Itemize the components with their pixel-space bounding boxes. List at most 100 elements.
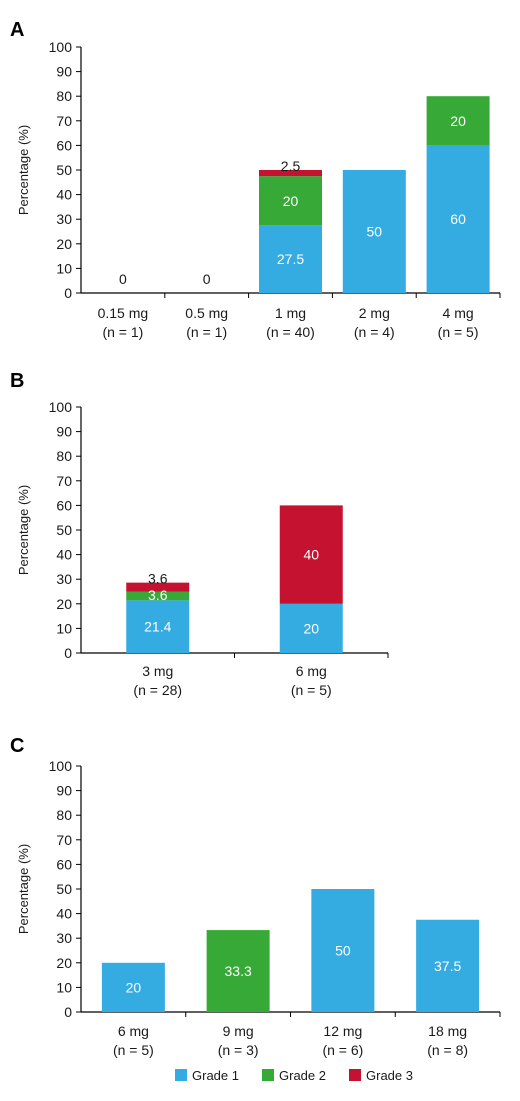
panel-a-category-dose: 4 mg	[443, 305, 474, 321]
panel-b-category-dose: 6 mg	[296, 663, 327, 679]
panel-c-ytick-label: 30	[56, 930, 72, 946]
panel-b-ytick-label: 50	[56, 522, 72, 538]
panel-a-data-label-grade1-4: 60	[450, 211, 466, 227]
panel-c-ytick-label: 100	[49, 758, 73, 774]
panel-c-bar-grade1-0	[101, 962, 165, 1012]
panel-c-letter: C	[10, 735, 24, 757]
panel-c-bar-grade1-2	[311, 889, 375, 1012]
panel-b-data-label-grade3-1: 40	[303, 547, 319, 563]
panel-c-data-label-grade1-2: 50	[335, 943, 351, 959]
panel-c-bar-grade1-3	[416, 919, 480, 1012]
panel-a-data-label-grade2-4: 20	[450, 113, 466, 129]
panel-a-ylabel: Percentage (%)	[16, 125, 31, 215]
panel-a-ytick-label: 70	[56, 113, 72, 129]
panel-c-bar-grade2-1	[206, 930, 270, 1012]
panel-b-ytick-label: 40	[56, 547, 72, 563]
panel-a-category-n: (n = 5)	[438, 324, 479, 340]
panel-b-bar-grade1-0	[126, 600, 190, 653]
panel-c-ytick-label: 70	[56, 832, 72, 848]
panel-c-data-label-grade1-3: 37.5	[434, 958, 461, 974]
panel-c-category-n: (n = 5)	[113, 1042, 154, 1058]
panel-a-category-n: (n = 4)	[354, 324, 395, 340]
panel-a-ytick-label: 30	[56, 211, 72, 227]
panel-b-ytick-label: 70	[56, 473, 72, 489]
panel-c-ytick-label: 20	[56, 955, 72, 971]
panel-a-letter: A	[10, 19, 24, 41]
panel-a-ytick-label: 10	[56, 260, 72, 276]
legend-swatch-3	[349, 1069, 361, 1081]
panel-b-bar-grade1-1	[279, 603, 343, 653]
panel-a-data-label-grade2-2: 20	[283, 193, 299, 209]
panel-c-category-dose: 12 mg	[323, 1023, 362, 1039]
legend-label-1: Grade 1	[192, 1068, 239, 1083]
panel-a-data-label-grade1-2: 27.5	[277, 251, 304, 267]
panel-a-bar-grade3-2	[259, 170, 322, 177]
panel-a-data-label-grade1-1: 0	[203, 271, 211, 287]
panel-b-ytick-label: 0	[64, 645, 72, 661]
panel-a-category-n: (n = 40)	[266, 324, 315, 340]
panel-c-category-n: (n = 6)	[322, 1042, 363, 1058]
panel-b-ytick-label: 80	[56, 448, 72, 464]
panel-b-ytick-label: 30	[56, 571, 72, 587]
panel-c-ytick-label: 50	[56, 881, 72, 897]
panel-c-ylabel: Percentage (%)	[16, 844, 31, 934]
legend-swatch-1	[175, 1069, 187, 1081]
panel-a-ytick-label: 20	[56, 236, 72, 252]
panel-b-ytick-label: 60	[56, 497, 72, 513]
panel-b-category-dose: 3 mg	[142, 663, 173, 679]
panel-a-category-dose: 1 mg	[275, 305, 306, 321]
legend-label-3: Grade 3	[366, 1068, 413, 1083]
panel-b-bar-grade3-1	[279, 505, 343, 604]
panel-a-category-dose: 0.5 mg	[185, 305, 228, 321]
panel-c-ytick-label: 0	[64, 1004, 72, 1020]
panel-c-category-dose: 9 mg	[223, 1023, 254, 1039]
panel-a-category-dose: 2 mg	[359, 305, 390, 321]
panel-b-data-label-grade3-0: 3.6	[148, 571, 168, 587]
panel-c-ytick-label: 90	[56, 783, 72, 799]
panel-a-ytick-label: 60	[56, 137, 72, 153]
panel-a-ytick-label: 40	[56, 187, 72, 203]
panel-a-ytick-label: 90	[56, 64, 72, 80]
panel-b-letter: B	[10, 370, 24, 392]
panel-a-bar-grade2-2	[259, 176, 322, 226]
legend-swatch-2	[262, 1069, 274, 1081]
panel-c-ytick-label: 60	[56, 856, 72, 872]
panel-a-data-label-grade1-0: 0	[119, 271, 127, 287]
panel-a-data-label-grade3-2: 2.5	[281, 158, 301, 174]
panel-b-ytick-label: 100	[49, 399, 73, 415]
panel-a-ytick-label: 100	[49, 39, 73, 55]
panel-b-ytick-label: 90	[56, 424, 72, 440]
panel-a-ytick-label: 50	[56, 162, 72, 178]
panel-c-ytick-label: 10	[56, 979, 72, 995]
panel-c-category-dose: 18 mg	[428, 1023, 467, 1039]
panel-c-category-n: (n = 8)	[427, 1042, 468, 1058]
legend-label-2: Grade 2	[279, 1068, 326, 1083]
panel-a-category-n: (n = 1)	[186, 324, 227, 340]
panel-b-ytick-label: 20	[56, 596, 72, 612]
panel-b-ylabel: Percentage (%)	[16, 485, 31, 575]
panel-c-category-n: (n = 3)	[218, 1042, 259, 1058]
panel-a-category-n: (n = 1)	[102, 324, 143, 340]
panel-a-bar-grade2-4	[426, 96, 490, 146]
panel-c-data-label-grade1-0: 20	[126, 979, 142, 995]
panel-a-data-label-grade1-3: 50	[367, 224, 383, 240]
panel-a-bar-grade1-2	[259, 225, 322, 293]
panel-a-category-dose: 0.15 mg	[98, 305, 149, 321]
panel-b-data-label-grade1-0: 21.4	[144, 619, 171, 635]
panel-b-category-n: (n = 5)	[291, 682, 332, 698]
panel-b-category-n: (n = 28)	[133, 682, 182, 698]
panel-b-bar-grade2-0	[126, 591, 190, 601]
panel-a-bar-grade1-4	[426, 145, 490, 293]
panel-c-data-label-grade2-1: 33.3	[225, 963, 252, 979]
panel-a-ytick-label: 80	[56, 88, 72, 104]
panel-b-ytick-label: 10	[56, 620, 72, 636]
panel-a-ytick-label: 0	[64, 285, 72, 301]
panel-b-data-label-grade1-1: 20	[303, 620, 319, 636]
panel-c-ytick-label: 40	[56, 906, 72, 922]
panel-c-ytick-label: 80	[56, 807, 72, 823]
panel-c-category-dose: 6 mg	[118, 1023, 149, 1039]
panel-b-bar-grade3-0	[126, 582, 190, 592]
panel-a-bar-grade1-3	[342, 170, 406, 293]
